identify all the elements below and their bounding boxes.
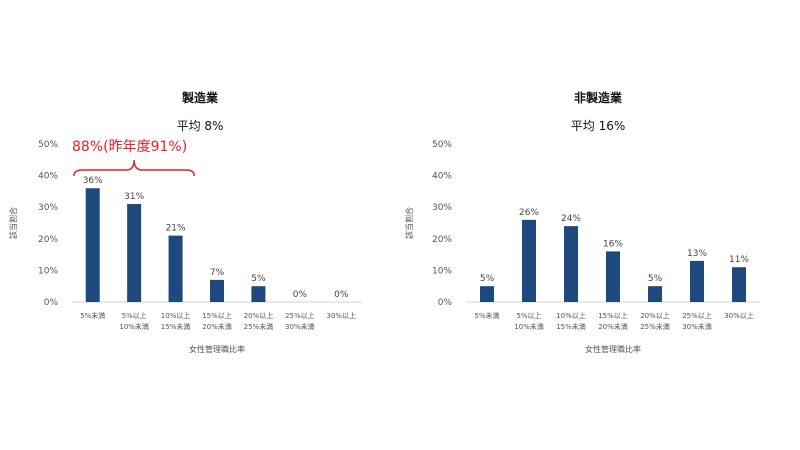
bar-value-label: 16% (603, 239, 623, 249)
bar-value-label: 26% (519, 208, 539, 218)
y-tick-label: 0% (438, 298, 453, 308)
bar (690, 260, 704, 302)
x-tick-label: 30%未満 (285, 322, 315, 331)
bar-value-label: 24% (561, 214, 581, 224)
y-tick-label: 40% (432, 172, 452, 182)
x-tick-label: 30%以上 (327, 311, 357, 320)
x-tick-label: 20%未満 (202, 322, 232, 331)
chart-title: 非製造業 (574, 90, 623, 105)
x-tick-label: 20%以上 (244, 311, 274, 320)
x-tick-label: 25%未満 (640, 322, 670, 331)
x-tick-label: 10%未満 (119, 322, 149, 331)
bar-value-label: 7% (210, 268, 225, 278)
bar-value-label: 11% (729, 255, 749, 265)
y-tick-label: 20% (38, 235, 58, 245)
bar-value-label: 36% (83, 176, 103, 186)
bar-value-label: 31% (124, 192, 144, 202)
bar-value-label: 5% (251, 274, 266, 284)
x-tick-label: 15%未満 (556, 322, 586, 331)
bar (648, 286, 662, 302)
y-tick-label: 40% (38, 172, 58, 182)
bar (85, 188, 100, 302)
x-tick-label: 30%以上 (724, 311, 754, 320)
x-tick-label: 10%以上 (161, 311, 191, 320)
bar (564, 226, 578, 302)
chart-subtitle-average: 平均 8% (177, 119, 224, 133)
bar (522, 219, 536, 302)
x-tick-label: 25%以上 (285, 311, 315, 320)
chart-subtitle-average: 平均 16% (571, 119, 626, 133)
bar-value-label: 0% (293, 290, 308, 300)
x-tick-label: 15%未満 (161, 322, 191, 331)
x-tick-label: 20%以上 (640, 311, 670, 320)
chart-title: 製造業 (181, 90, 219, 105)
y-tick-label: 10% (432, 266, 452, 276)
annotation-text: 88%(昨年度91%) (72, 139, 187, 155)
y-tick-label: 50% (432, 140, 452, 150)
bar-value-label: 5% (648, 274, 663, 284)
x-axis-label: 女性管理職比率 (585, 344, 641, 354)
bar (480, 286, 494, 302)
x-tick-label: 10%以上 (556, 311, 586, 320)
x-tick-label: 20%未満 (598, 322, 628, 331)
x-tick-label: 5%未満 (474, 311, 499, 320)
x-tick-label: 25%未満 (244, 322, 274, 331)
x-tick-label: 5%以上 (516, 311, 541, 320)
y-tick-label: 50% (38, 140, 58, 150)
y-axis-label: 該当割合 (404, 207, 414, 239)
bar (127, 204, 142, 302)
x-tick-label: 5%以上 (122, 311, 147, 320)
y-axis-label: 該当割合 (8, 207, 18, 239)
x-tick-label: 10%未満 (514, 322, 544, 331)
y-tick-label: 0% (44, 298, 59, 308)
bar-value-label: 5% (480, 274, 495, 284)
bar (606, 251, 620, 302)
y-tick-label: 30% (432, 203, 452, 213)
bar (251, 286, 266, 302)
x-tick-label: 25%以上 (682, 311, 712, 320)
annotation-brace (73, 159, 196, 177)
bar-value-label: 0% (334, 290, 349, 300)
x-tick-label: 15%以上 (202, 311, 232, 320)
bar-value-label: 13% (687, 249, 707, 259)
x-tick-label: 30%未満 (682, 322, 712, 331)
x-axis-label: 女性管理職比率 (189, 344, 245, 354)
bar (168, 235, 183, 302)
x-tick-label: 15%以上 (598, 311, 628, 320)
bar-value-label: 21% (166, 224, 186, 234)
bar (210, 279, 224, 302)
y-tick-label: 30% (38, 203, 58, 213)
y-tick-label: 20% (432, 235, 452, 245)
x-tick-label: 5%未満 (80, 311, 105, 320)
y-tick-label: 10% (38, 266, 58, 276)
bar (732, 267, 746, 302)
